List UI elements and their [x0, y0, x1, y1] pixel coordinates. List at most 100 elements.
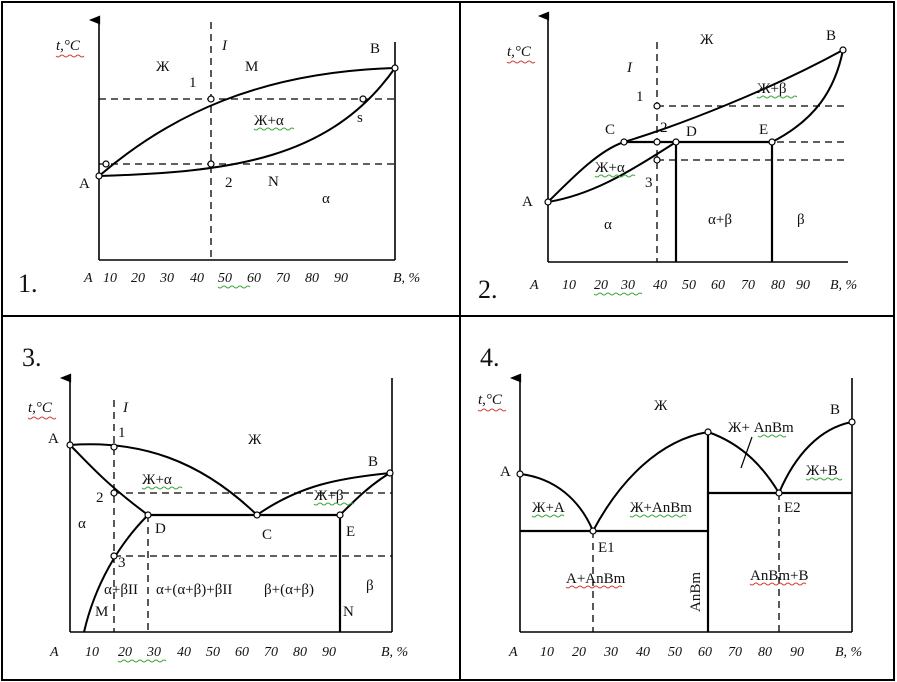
label-liquid: Ж: [700, 32, 714, 48]
tick-label: 10: [562, 278, 576, 293]
solidus-a: [547, 141, 677, 203]
label-A: A: [48, 431, 59, 447]
label-compound-B: AnBm+B: [750, 568, 808, 584]
point-2: [653, 138, 661, 146]
point-1: [207, 95, 215, 103]
liquidus-compound-left: [592, 431, 709, 532]
solidus-a: [69, 444, 149, 516]
tick-label: 90: [322, 645, 336, 660]
label-compound-vertical: AnBm: [688, 572, 704, 612]
label-E: E: [346, 524, 355, 540]
tick-label: 60: [711, 278, 725, 293]
point-e: [768, 138, 776, 146]
solidus: [98, 67, 396, 177]
point-b: [386, 469, 394, 477]
label-s: s: [357, 110, 363, 126]
solvus-a: [83, 514, 149, 633]
point-compound: [704, 428, 712, 436]
spellcheck-underline: [593, 292, 643, 296]
liquidus-b: [256, 472, 391, 516]
label-N: N: [268, 174, 279, 190]
point-b: [848, 418, 856, 426]
label-beta: β: [797, 212, 805, 228]
label-B: B: [368, 454, 378, 470]
x-tick-labels: A 10 20 30 40 50 60 70 80 90 B, %: [508, 645, 862, 660]
axis-title: t,°C: [56, 38, 81, 54]
point-s: [359, 95, 367, 103]
label-E: E: [759, 122, 768, 138]
tick-label: 10: [103, 271, 117, 286]
label-alpha: α: [78, 516, 86, 532]
region-alpha-beta-ii: α+βII: [104, 582, 138, 598]
tick-label: 90: [796, 278, 810, 293]
spellcheck-underline: [217, 285, 251, 289]
label-B: B: [830, 402, 840, 418]
liquidus-a: [69, 443, 258, 516]
x-tick-labels: A 10 20 30 40 50 60 70 80 90 B, %: [83, 271, 420, 286]
point-d: [672, 138, 680, 146]
panel-number: 1.: [18, 269, 38, 298]
axis-title: t,°C: [478, 392, 503, 408]
liquidus-a: [519, 473, 594, 532]
label-A: A: [79, 176, 90, 192]
label-liquid: Ж: [156, 59, 170, 75]
label-beta: β: [366, 578, 374, 594]
tick-label: 50: [682, 278, 696, 293]
label-1: 1: [189, 75, 197, 91]
spellcheck-underline: [594, 174, 636, 178]
label-e2: E2: [784, 500, 801, 516]
tick-label: 20: [594, 278, 608, 293]
spellcheck-underline: [805, 477, 843, 481]
tick-label: 80: [771, 278, 785, 293]
point-1: [110, 443, 118, 451]
spellcheck-underline: [565, 585, 623, 589]
label-liquid: Ж: [654, 398, 668, 414]
point-1: [653, 102, 661, 110]
label-A: A: [500, 464, 511, 480]
tick-label: 70: [741, 278, 755, 293]
tick-label: 40: [653, 278, 667, 293]
tick-label: 80: [758, 645, 772, 660]
panel-number: 2.: [478, 275, 498, 304]
panel-4: 4. t,°C Ж Ж+ AnBm B A Ж+A Ж+AnBm Ж+B E2 …: [477, 343, 862, 660]
tick-label: 30: [603, 645, 618, 660]
label-A: A: [522, 194, 533, 210]
label-C: C: [605, 122, 615, 138]
label-liquid-compound: Ж+ AnBm: [728, 420, 794, 436]
tick-label: 20: [572, 645, 586, 660]
panel-1: 1. t,°C I Ж M B 1 Ж+α s A 2 N α A 10 20: [18, 15, 420, 298]
spellcheck-underline: [477, 408, 507, 412]
point: [102, 160, 110, 168]
panel-number: 4.: [480, 343, 500, 372]
liquidus-compound-right: [707, 431, 780, 494]
tick-label: B, %: [381, 645, 408, 660]
solidus-b: [771, 49, 844, 143]
region-alpha-eutectic-beta-ii: α+(α+β)+βII: [156, 582, 232, 598]
label-D: D: [686, 124, 697, 140]
tick-label: 90: [790, 645, 804, 660]
point-a: [544, 198, 552, 206]
point-c: [253, 511, 261, 519]
tick-label: 60: [235, 645, 249, 660]
tick-label: A: [529, 278, 539, 293]
tick-label: 60: [247, 271, 261, 286]
label-liquid-compound-2: Ж+AnBm: [630, 500, 692, 516]
region-beta-eutectic: β+(α+β): [264, 582, 314, 598]
tick-label: 20: [131, 271, 145, 286]
liquidus: [98, 67, 396, 177]
tick-label: B, %: [830, 278, 857, 293]
tick-label: 20: [118, 645, 132, 660]
spellcheck-underline: [253, 127, 295, 131]
spellcheck-underline: [756, 95, 798, 99]
tick-label: 10: [540, 645, 554, 660]
point-c: [620, 138, 628, 146]
tick-label: B, %: [835, 645, 862, 660]
label-1: 1: [118, 425, 126, 441]
point-a: [95, 172, 103, 180]
label-N: N: [343, 604, 354, 620]
tick-label: 10: [85, 645, 99, 660]
label-3: 3: [118, 555, 126, 571]
tick-label: 90: [334, 271, 348, 286]
label-2: 2: [225, 175, 233, 191]
